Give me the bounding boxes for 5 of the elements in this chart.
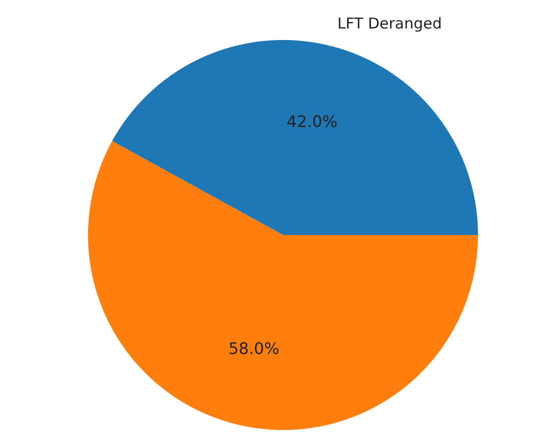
pie-slice (88, 141, 478, 430)
pie-slice (112, 40, 478, 235)
data-label: 42.0% (286, 112, 338, 132)
slice-label: LFT Deranged (337, 14, 442, 32)
data-label: 58.0% (228, 338, 280, 358)
